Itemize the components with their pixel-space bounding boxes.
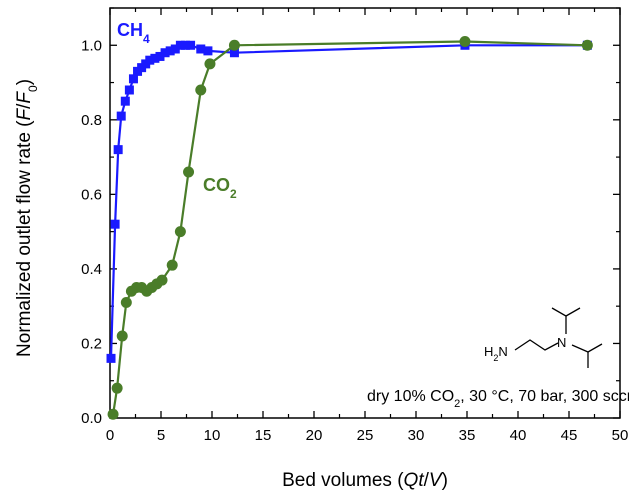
y-tick-label: 1.0: [81, 37, 102, 54]
data-point-ch4: [150, 53, 160, 63]
series-label-ch4: CH4: [117, 20, 150, 46]
axis-ticks: [109, 7, 621, 419]
series-label-co2: CO2: [203, 175, 237, 201]
x-tick-label: 10: [204, 427, 221, 444]
y-tick-labels: 0.0 0.2 0.4 0.6 0.8 1.0: [81, 37, 102, 427]
x-tick-label: 35: [459, 427, 476, 444]
data-point-co2: [107, 408, 119, 420]
data-point-ch4: [116, 111, 126, 121]
molecule-backbone: [514, 339, 559, 351]
data-point-ch4: [180, 40, 190, 50]
x-tick-label: 30: [408, 427, 425, 444]
isopropyl-upper-branch: [565, 307, 581, 317]
data-point-ch4: [229, 48, 239, 58]
series-layer: [106, 36, 593, 420]
y-tick-label: 0.6: [81, 186, 102, 203]
conditions-annotation: dry 10% CO2, 30 °C, 70 bar, 300 sccm: [367, 388, 629, 410]
molecule-structure: H2N N: [484, 307, 603, 368]
y-tick-label: 0.4: [81, 261, 102, 278]
series-ch4: [106, 40, 592, 363]
data-point-ch4: [113, 145, 123, 155]
data-point-co2: [174, 226, 186, 238]
data-point-ch4: [175, 40, 185, 50]
series-co2: [107, 36, 593, 420]
x-tick-label: 25: [357, 427, 374, 444]
data-point-co2: [228, 39, 240, 51]
data-point-ch4: [203, 46, 213, 56]
data-point-co2: [116, 330, 128, 342]
isopropyl-upper: [551, 307, 567, 334]
series-line-ch4: [109, 44, 588, 359]
data-point-co2: [111, 382, 123, 394]
x-tick-label: 45: [561, 427, 578, 444]
data-point-co2: [581, 39, 593, 51]
y-axis-label: Normalized outlet flow rate (F/F0): [14, 79, 40, 357]
data-point-ch4: [120, 96, 130, 106]
data-point-co2: [166, 259, 178, 271]
x-tick-label: 5: [157, 427, 165, 444]
x-tick-label: 0: [106, 427, 114, 444]
data-point-ch4: [186, 40, 196, 50]
data-point-ch4: [106, 353, 116, 363]
data-point-co2: [120, 296, 132, 308]
data-point-co2: [156, 274, 168, 286]
x-tick-label: 20: [306, 427, 323, 444]
data-point-co2: [195, 84, 207, 96]
isopropyl-lower: [571, 343, 603, 353]
data-point-co2: [204, 58, 216, 70]
y-tick-label: 0.8: [81, 112, 102, 129]
data-point-ch4: [124, 85, 134, 95]
data-point-ch4: [170, 44, 180, 54]
y-tick-label: 0.0: [81, 410, 102, 427]
data-point-ch4: [165, 46, 175, 56]
x-tick-labels: 0 5 10 15 20 25 30 35 40 45 50: [106, 427, 629, 444]
x-axis-label: Bed volumes (Qt/V): [282, 470, 448, 491]
x-tick-label: 40: [510, 427, 527, 444]
data-point-ch4: [196, 44, 206, 54]
data-point-ch4: [145, 55, 155, 65]
plot-frame: [109, 7, 621, 419]
data-point-ch4: [155, 51, 165, 61]
data-point-co2: [183, 166, 195, 178]
data-point-ch4: [160, 48, 170, 58]
data-point-co2: [459, 36, 471, 48]
x-tick-label: 15: [255, 427, 272, 444]
tertiary-nitrogen-label: N: [557, 335, 566, 350]
data-point-ch4: [128, 74, 138, 84]
data-point-ch4: [110, 219, 120, 229]
amine-group-label: H2N: [484, 344, 508, 363]
y-tick-label: 0.2: [81, 335, 102, 352]
x-tick-label: 50: [612, 427, 629, 444]
